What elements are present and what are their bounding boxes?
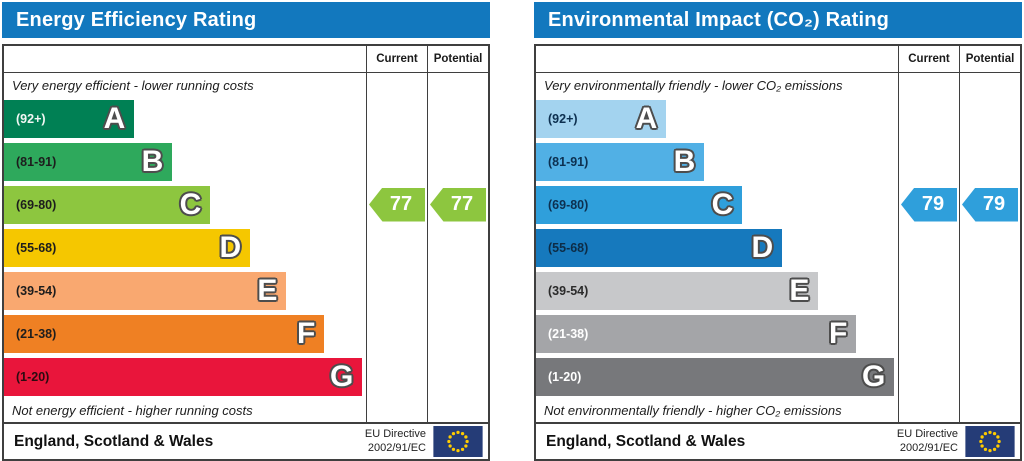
caption-row-bottom: Not environmentally friendly - higher CO… xyxy=(536,398,1020,422)
band-bar-f: (21-38) F xyxy=(536,314,857,353)
band-row-c: (69-80) C 77 77 xyxy=(4,183,488,226)
band-row-c: (69-80) C 79 79 xyxy=(536,183,1020,226)
band-bar-f: (21-38) F xyxy=(4,314,325,353)
footer-region: England, Scotland & Wales xyxy=(546,432,746,450)
band-bar-g: (1-20) G xyxy=(4,357,363,396)
band-letter: A xyxy=(635,101,658,135)
band-bar-d: (55-68) D xyxy=(4,228,251,267)
band-range: (81-91) xyxy=(548,154,589,169)
band-bar-c: (69-80) C xyxy=(536,185,743,224)
band-range: (69-80) xyxy=(548,197,589,212)
band-range: (1-20) xyxy=(548,369,582,384)
band-letter: G xyxy=(862,359,886,393)
chart-title: Environmental Impact (CO₂) Rating xyxy=(534,2,1022,38)
band-bar-d: (55-68) D xyxy=(536,228,783,267)
band-row-a: (92+) A xyxy=(536,97,1020,140)
footer-row: England, Scotland & Wales EU Directive 2… xyxy=(4,422,488,459)
footer-row: England, Scotland & Wales EU Directive 2… xyxy=(536,422,1020,459)
column-header-potential: Potential xyxy=(959,46,1020,72)
band-bar-a: (92+) A xyxy=(4,99,135,138)
current-rating-arrow: 79 xyxy=(901,187,957,222)
caption-row-bottom: Not energy efficient - higher running co… xyxy=(4,398,488,422)
eu-flag-icon xyxy=(965,426,1015,457)
caption-top: Very energy efficient - lower running co… xyxy=(12,77,254,93)
band-letter: F xyxy=(829,316,848,350)
current-rating-value: 77 xyxy=(389,193,413,215)
potential-rating-arrow: 79 xyxy=(962,187,1018,222)
band-letter: D xyxy=(219,230,242,264)
eu-flag-icon xyxy=(433,426,483,457)
band-row-g: (1-20) G xyxy=(536,355,1020,398)
current-rating-value: 79 xyxy=(921,193,945,215)
rating-table: Current Potential Very environmentally f… xyxy=(534,44,1022,461)
rating-table: Current Potential Very energy efficient … xyxy=(2,44,490,461)
column-header-current: Current xyxy=(898,46,959,72)
potential-rating-value: 77 xyxy=(450,193,474,215)
band-row-f: (21-38) F xyxy=(4,312,488,355)
eu-directive-label: EU Directive 2002/91/EC xyxy=(896,427,958,454)
band-letter: F xyxy=(297,316,316,350)
band-bar-c: (69-80) C xyxy=(4,185,211,224)
band-row-a: (92+) A xyxy=(4,97,488,140)
caption-top: Very environmentally friendly - lower CO… xyxy=(544,77,843,93)
band-range: (1-20) xyxy=(16,369,50,384)
column-header-row: Current Potential xyxy=(4,46,488,73)
column-header-spacer xyxy=(536,46,898,72)
potential-rating-value: 79 xyxy=(982,193,1006,215)
caption-bottom: Not environmentally friendly - higher CO… xyxy=(544,402,842,418)
column-header-row: Current Potential xyxy=(536,46,1020,73)
band-bar-e: (39-54) E xyxy=(4,271,287,310)
caption-bottom: Not energy efficient - higher running co… xyxy=(12,402,253,418)
band-row-b: (81-91) B xyxy=(4,140,488,183)
band-bar-a: (92+) A xyxy=(536,99,667,138)
band-row-d: (55-68) D xyxy=(536,226,1020,269)
band-bar-b: (81-91) B xyxy=(536,142,705,181)
band-letter: C xyxy=(711,187,734,221)
column-header-potential: Potential xyxy=(427,46,488,72)
band-letter: A xyxy=(103,101,126,135)
band-letter: D xyxy=(751,230,774,264)
band-bar-b: (81-91) B xyxy=(4,142,173,181)
current-rating-arrow: 77 xyxy=(369,187,425,222)
band-bar-g: (1-20) G xyxy=(536,357,895,396)
band-range: (39-54) xyxy=(16,283,57,298)
chart-title: Energy Efficiency Rating xyxy=(2,2,490,38)
potential-rating-arrow: 77 xyxy=(430,187,486,222)
band-range: (81-91) xyxy=(16,154,57,169)
band-letter: B xyxy=(673,144,696,178)
band-range: (92+) xyxy=(16,111,46,126)
footer-region: England, Scotland & Wales xyxy=(14,432,214,450)
band-range: (92+) xyxy=(548,111,578,126)
band-range: (21-38) xyxy=(16,326,57,341)
band-range: (55-68) xyxy=(548,240,589,255)
energy-efficiency-chart: Energy Efficiency Rating Current Potenti… xyxy=(2,2,490,461)
band-row-e: (39-54) E xyxy=(4,269,488,312)
environmental-impact-chart: Environmental Impact (CO₂) Rating Curren… xyxy=(534,2,1022,461)
caption-row-top: Very energy efficient - lower running co… xyxy=(4,73,488,97)
band-range: (69-80) xyxy=(16,197,57,212)
band-row-e: (39-54) E xyxy=(536,269,1020,312)
band-letter: E xyxy=(789,273,810,307)
band-range: (39-54) xyxy=(548,283,589,298)
column-header-spacer xyxy=(4,46,366,72)
band-row-f: (21-38) F xyxy=(536,312,1020,355)
band-bar-e: (39-54) E xyxy=(536,271,819,310)
band-range: (55-68) xyxy=(16,240,57,255)
caption-row-top: Very environmentally friendly - lower CO… xyxy=(536,73,1020,97)
eu-directive-label: EU Directive 2002/91/EC xyxy=(364,427,426,454)
band-letter: G xyxy=(330,359,354,393)
band-letter: E xyxy=(257,273,278,307)
band-letter: B xyxy=(141,144,164,178)
band-range: (21-38) xyxy=(548,326,589,341)
band-row-g: (1-20) G xyxy=(4,355,488,398)
column-header-current: Current xyxy=(366,46,427,72)
band-row-d: (55-68) D xyxy=(4,226,488,269)
band-letter: C xyxy=(179,187,202,221)
band-row-b: (81-91) B xyxy=(536,140,1020,183)
